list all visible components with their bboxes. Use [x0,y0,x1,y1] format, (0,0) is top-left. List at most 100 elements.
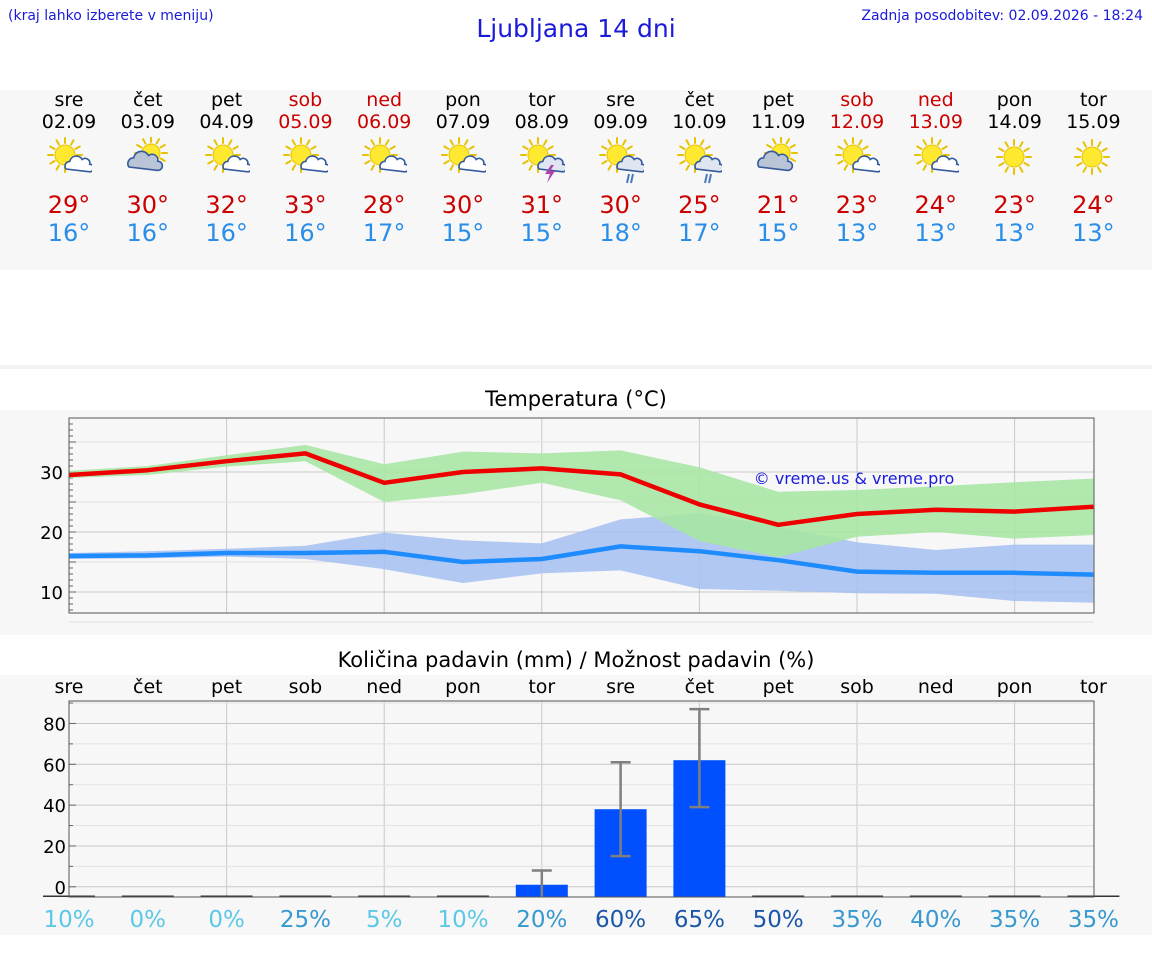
day-date: 10.09 [672,111,727,133]
x-tick-label: pon [445,676,481,698]
day-date: 11.09 [750,111,806,133]
x-tick-label: sob [840,676,874,698]
precip-bar [437,895,489,897]
x-tick-label: pet [763,676,794,698]
min-temp-range-band [69,513,1094,603]
min-temp: 16° [126,219,170,247]
max-temp: 33° [284,191,327,219]
precip-error-bar [531,869,552,897]
sun-cloud-icon [835,137,880,173]
x-tick-label: tor [1080,676,1107,698]
sun-rain-icon [677,137,723,184]
x-tick-label: čet [685,676,715,698]
min-temp: 16° [284,219,327,247]
day-name: sre [606,89,636,111]
day-date: 05.09 [278,111,333,133]
divider [0,365,1152,369]
forecast-day: sob 12.09 23° 13° [812,89,902,247]
y-tick-label: 0 [55,878,66,899]
max-temp: 29° [47,191,91,219]
max-temp: 23° [835,191,879,219]
precip-chance: 10% [437,907,488,933]
day-name: sre [54,89,84,111]
precip-chance: 35% [989,907,1040,933]
day-date: 03.09 [120,111,175,133]
max-temp: 23° [993,191,1036,219]
min-temp: 13° [914,219,958,247]
forecast-day: ned 06.09 28° 17° [339,89,429,247]
forecast-day: sob 05.09 33° 16° [260,89,350,247]
max-temp: 30° [441,191,485,219]
forecast-day: sre 09.09 30° 18° [576,89,666,247]
precip-bar [121,895,174,897]
precip-chance: 60% [595,907,646,933]
precip-chance: 5% [366,907,403,933]
forecast-day: pet 04.09 32° 16° [182,89,272,247]
day-date: 02.09 [41,111,97,133]
day-name: pet [210,89,243,111]
max-temp: 30° [126,191,170,219]
day-date: 12.09 [829,111,885,133]
forecast-day: pon 07.09 30° 15° [418,89,508,247]
precip-bar [909,895,962,897]
sun-cloud-icon [204,137,250,173]
max-temp: 25° [678,191,721,219]
precip-bar [200,895,253,897]
precip-error-bar [610,761,631,858]
min-temp: 13° [835,219,879,247]
temperature-chart-title: Temperatura (°C) [485,387,667,411]
page-title: Ljubljana 14 dni [476,14,676,43]
sun-cloud-icon [441,137,486,173]
cloud-sun-icon [126,137,168,172]
day-date: 06.09 [356,111,412,133]
day-date: 07.09 [435,111,491,133]
forecast-day: tor 08.09 31° 15° [497,89,587,247]
precip-chance: 25% [280,907,331,933]
x-tick-label: tor [528,676,555,698]
forecast-day: tor 15.09 24° 13° [1048,89,1138,247]
max-temp: 21° [756,191,800,219]
precip-chance: 10% [43,907,94,933]
y-tick-label: 20 [43,837,66,858]
y-tick-label: 30 [40,463,63,484]
precip-bar [988,895,1041,897]
precip-bar [1067,895,1120,897]
precipitation-chart: sre čet pet sob ned pon tor sre čet pet sob ned pon t… [43,676,1120,933]
precipitation-chart-title: Količina padavin (mm) / Možnost padavin … [337,648,815,672]
x-tick-label: ned [366,676,402,698]
day-name: čet [133,89,163,111]
min-temp: 15° [756,219,800,247]
sun-rain-icon [598,137,644,184]
day-name: tor [528,89,556,111]
max-temp-range-band [69,445,1094,558]
day-name: tor [1079,89,1107,111]
max-temp: 30° [599,191,642,219]
min-temp: 13° [1072,219,1115,247]
min-temp: 17° [362,219,406,247]
x-tick-label: sre [606,676,635,698]
plot-area [69,701,1094,897]
forecast-day: čet 03.09 30° 16° [103,89,193,247]
sun-icon [995,139,1032,175]
min-temp: 15° [520,219,564,247]
day-name: ned [917,89,954,111]
sun-thunder-icon [519,137,565,183]
x-tick-label: sre [55,676,84,698]
min-temp: 16° [205,219,248,247]
min-temp: 15° [441,219,485,247]
precip-chance: 0% [130,907,167,933]
x-tick-label: pet [211,676,242,698]
precip-bar [358,895,411,897]
precip-chance: 65% [674,907,725,933]
sun-cloud-icon [913,137,959,173]
max-temp: 31° [520,191,564,219]
min-temp: 17° [678,219,721,247]
x-tick-label: sob [289,676,323,698]
precip-bar [279,895,332,897]
max-temp: 24° [914,191,958,219]
forecast-day: ned 13.09 24° 13° [891,89,981,247]
day-date: 08.09 [514,111,569,133]
sun-cloud-icon [283,137,329,173]
sun-cloud-icon [47,137,92,173]
precip-error-bar [689,707,710,809]
